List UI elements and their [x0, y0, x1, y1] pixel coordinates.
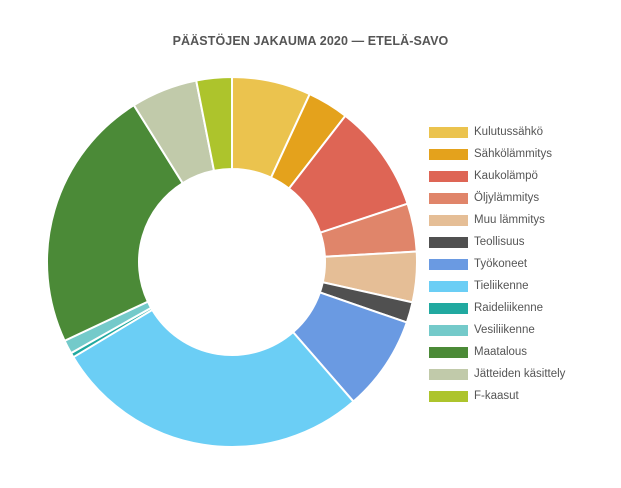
- legend-label: Tieliikenne: [474, 280, 529, 292]
- legend-swatch: [429, 280, 468, 292]
- legend-label: Öljylämmitys: [474, 192, 540, 204]
- legend-swatch: [429, 302, 468, 314]
- legend-item: Raideliikenne: [429, 297, 565, 319]
- legend-item: Öljylämmitys: [429, 187, 565, 209]
- legend: Kulutussähkö Sähkölämmitys Kaukolämpö Öljyl…: [429, 121, 565, 407]
- legend-swatch: [429, 390, 468, 402]
- legend-label: Vesiliikenne: [474, 324, 535, 336]
- legend-label: Kulutussähkö: [474, 126, 544, 138]
- legend-swatch: [429, 170, 468, 182]
- legend-item: Vesiliikenne: [429, 319, 565, 341]
- legend-label: Jätteiden käsittely: [474, 368, 566, 380]
- legend-label: Muu lämmitys: [474, 214, 545, 226]
- legend-item: Jätteiden käsittely: [429, 363, 565, 385]
- legend-item: Työkoneet: [429, 253, 565, 275]
- legend-label: F-kaasut: [474, 390, 519, 402]
- legend-label: Maatalous: [474, 346, 528, 358]
- legend-label: Työkoneet: [474, 258, 528, 270]
- legend-swatch: [429, 126, 468, 138]
- legend-swatch: [429, 192, 468, 204]
- legend-item: Teollisuus: [429, 231, 565, 253]
- donut-slice-11: [46, 103, 185, 343]
- legend-label: Teollisuus: [474, 236, 525, 248]
- legend-item: Kulutussähkö: [429, 121, 565, 143]
- donut-slice-8: [71, 308, 355, 448]
- donut-slice-13: [195, 75, 233, 172]
- legend-item: Sähkölämmitys: [429, 143, 565, 165]
- legend-item: Muu lämmitys: [429, 209, 565, 231]
- chart-title: PÄÄSTÖJEN JAKAUMA 2020 — ETELÄ-SAVO: [172, 34, 449, 48]
- legend-item: F-kaasut: [429, 385, 565, 407]
- legend-swatch: [429, 214, 468, 226]
- legend-swatch: [429, 236, 468, 248]
- legend-item: Kaukolämpö: [429, 165, 565, 187]
- legend-swatch: [429, 324, 468, 336]
- legend-swatch: [429, 258, 468, 270]
- legend-swatch: [429, 368, 468, 380]
- legend-item: Tieliikenne: [429, 275, 565, 297]
- legend-label: Sähkölämmitys: [474, 148, 552, 160]
- legend-swatch: [429, 148, 468, 160]
- legend-label: Kaukolämpö: [474, 170, 538, 182]
- legend-item: Maatalous: [429, 341, 565, 363]
- legend-swatch: [429, 346, 468, 358]
- legend-label: Raideliikenne: [474, 302, 544, 314]
